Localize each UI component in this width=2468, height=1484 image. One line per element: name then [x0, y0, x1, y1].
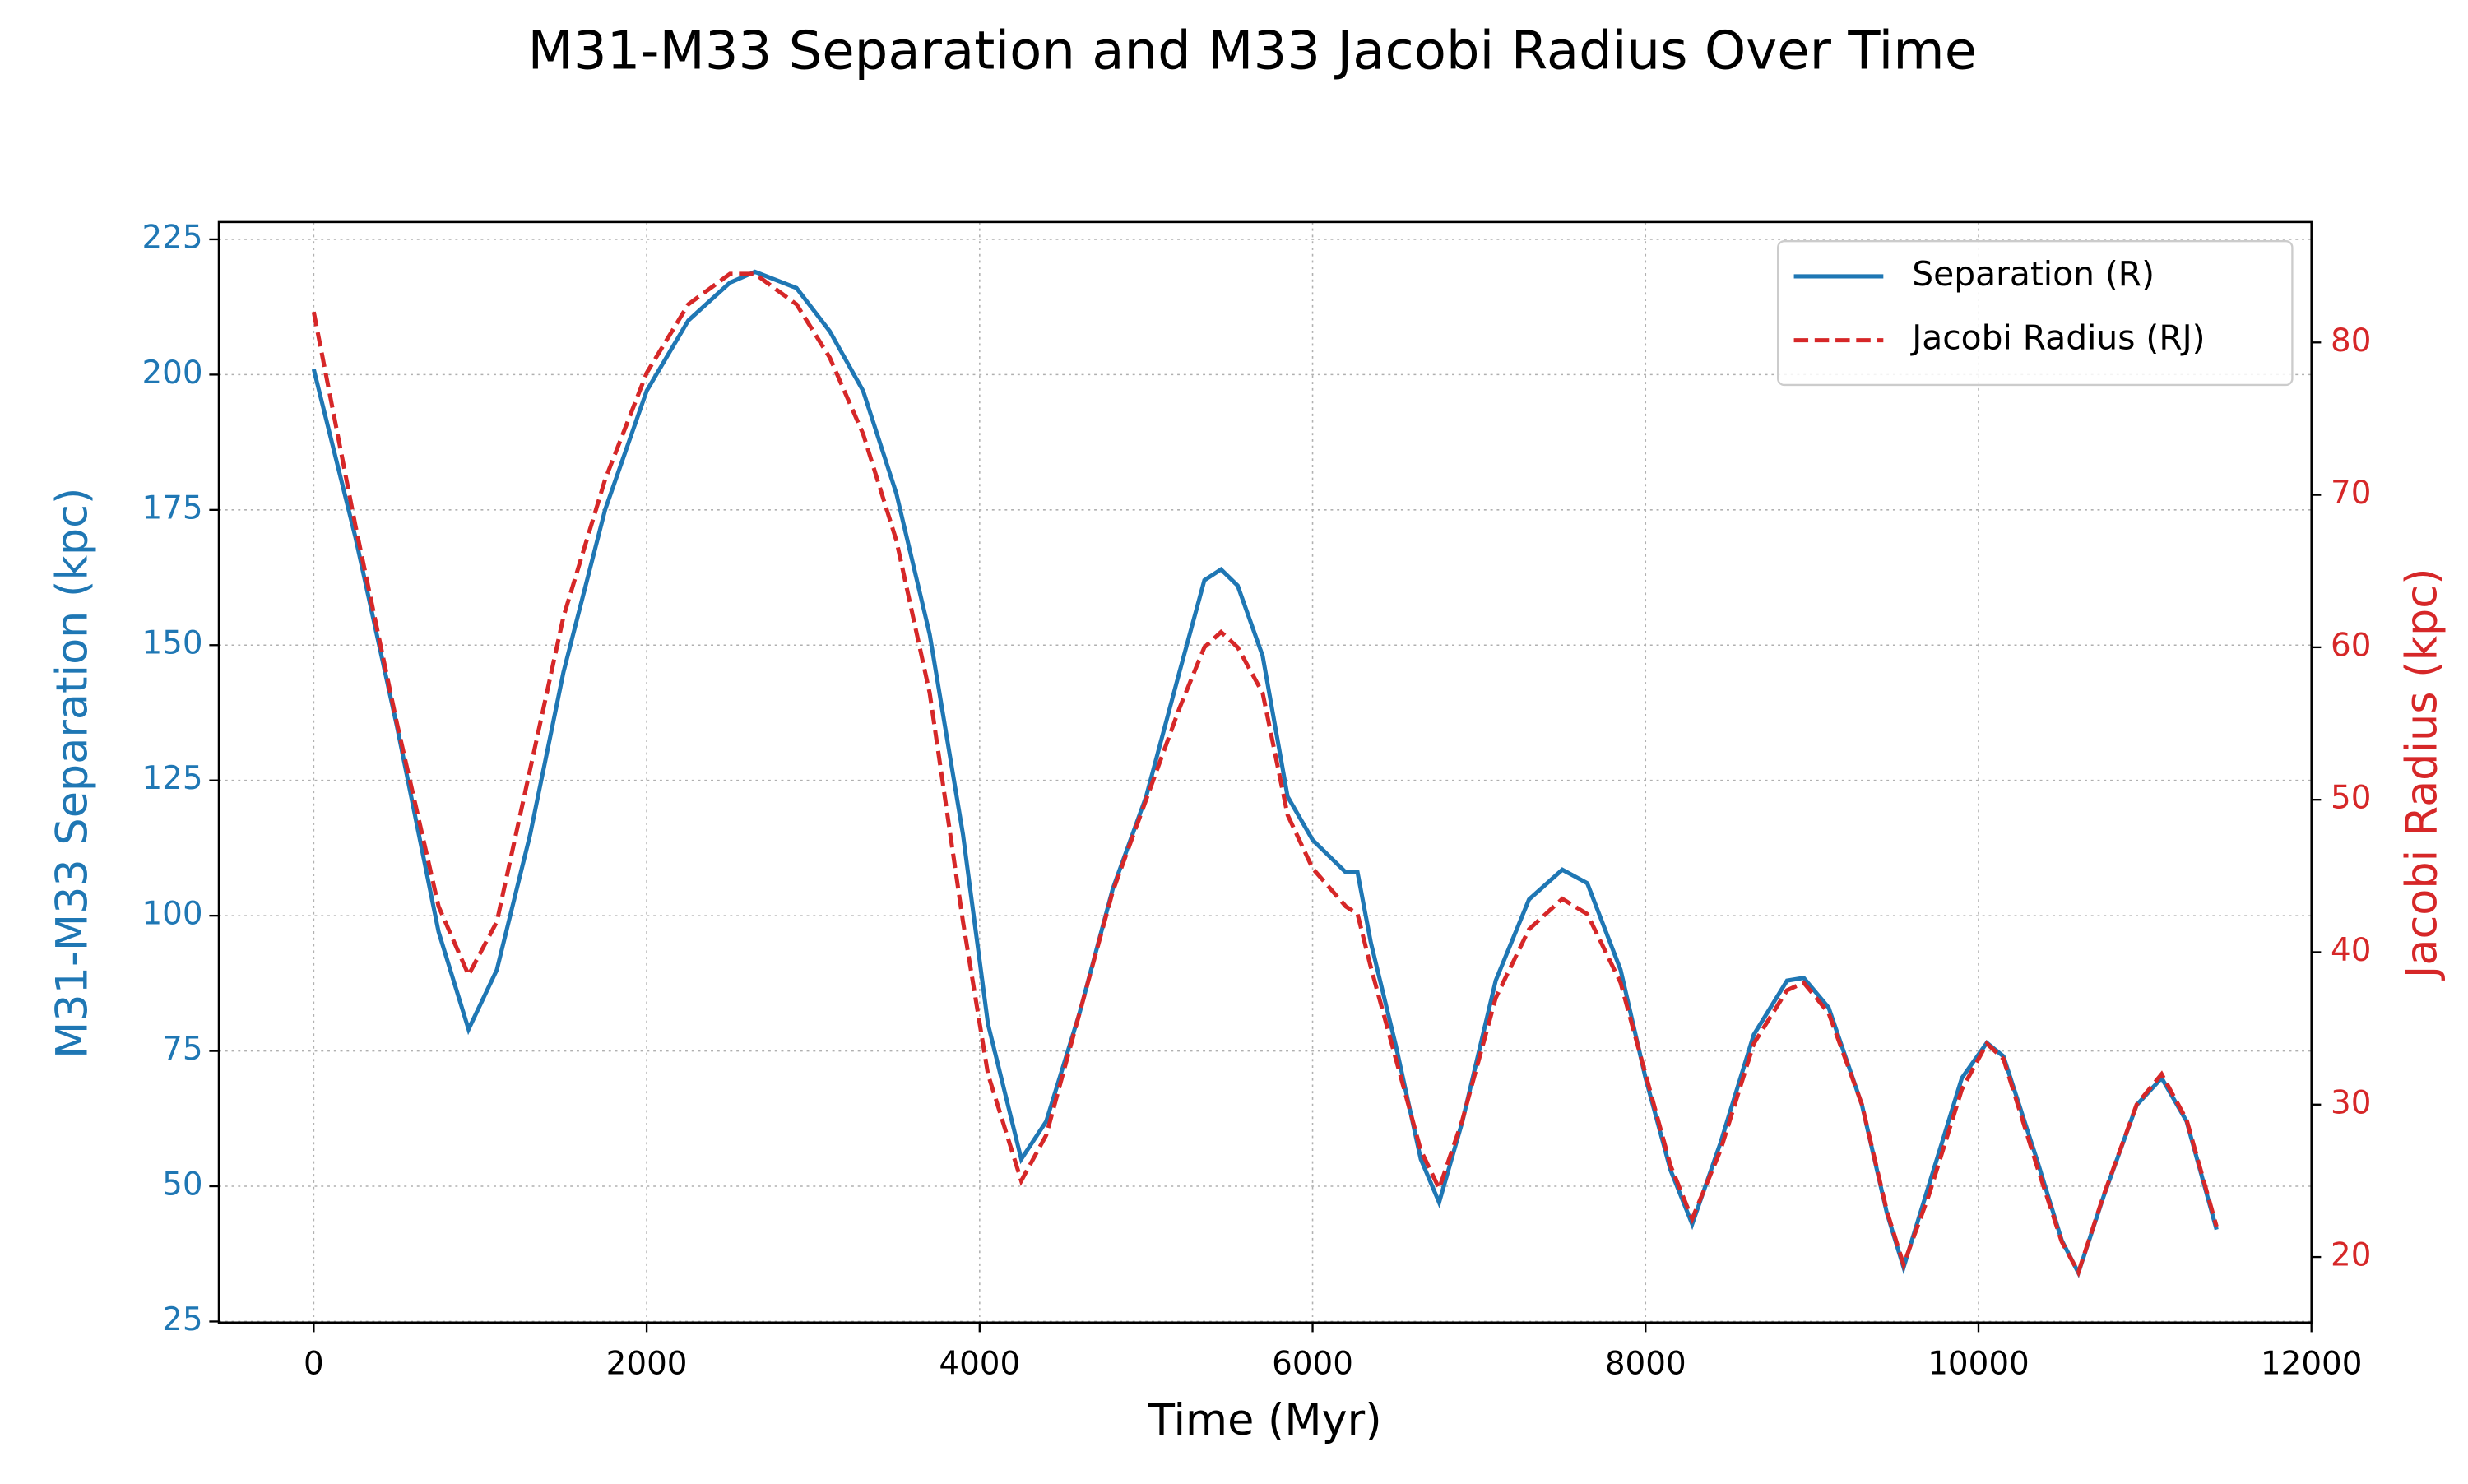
series-line [311, 271, 2219, 1278]
legend-box [1777, 240, 2294, 387]
legend-label: Separation (R) [1912, 254, 2155, 294]
y-tick-label: 100 [141, 896, 202, 933]
y-tick-label: 125 [141, 760, 202, 797]
legend-label: Jacobi Radius (RJ) [1909, 318, 2205, 358]
y-tick-label: 200 [141, 355, 202, 392]
series-line [311, 269, 2219, 1278]
y2-tick-label: 60 [2331, 627, 2371, 664]
y-tick-label: 150 [141, 625, 202, 662]
x-axis-label: Time (Myr) [1148, 1395, 1382, 1445]
y-tick-label: 175 [141, 489, 202, 526]
legend: Separation (R) Jacobi Radius (RJ) [1777, 240, 2294, 387]
y2-tick-label: 20 [2331, 1237, 2371, 1274]
y2-tick-label: 70 [2331, 475, 2371, 512]
y-axis-label: M31-M33 Separation (kpc) [47, 488, 97, 1059]
y2-tick-label: 30 [2331, 1084, 2371, 1121]
x-tick-label: 10000 [1928, 1346, 2030, 1383]
y2-tick-label: 40 [2331, 932, 2371, 969]
y2-tick-label: 80 [2331, 322, 2371, 359]
y-tick-label: 75 [162, 1031, 202, 1068]
chart-title: M31-M33 Separation and M33 Jacobi Radius… [528, 21, 1978, 82]
x-tick-label: 12000 [2261, 1346, 2363, 1383]
y2-axis-label: Jacobi Radius (kpc) [2397, 568, 2447, 981]
plot-frame [217, 220, 2313, 1324]
x-tick-label: 0 [304, 1346, 324, 1383]
y2-tick-label: 50 [2331, 780, 2371, 817]
x-tick-label: 2000 [606, 1346, 688, 1383]
x-tick-label: 4000 [939, 1346, 1020, 1383]
y-tick-label: 25 [162, 1301, 202, 1338]
y-tick-label: 50 [162, 1166, 202, 1203]
y-tick-label: 225 [141, 219, 202, 256]
x-tick-label: 8000 [1605, 1346, 1686, 1383]
x-tick-label: 6000 [1272, 1346, 1353, 1383]
